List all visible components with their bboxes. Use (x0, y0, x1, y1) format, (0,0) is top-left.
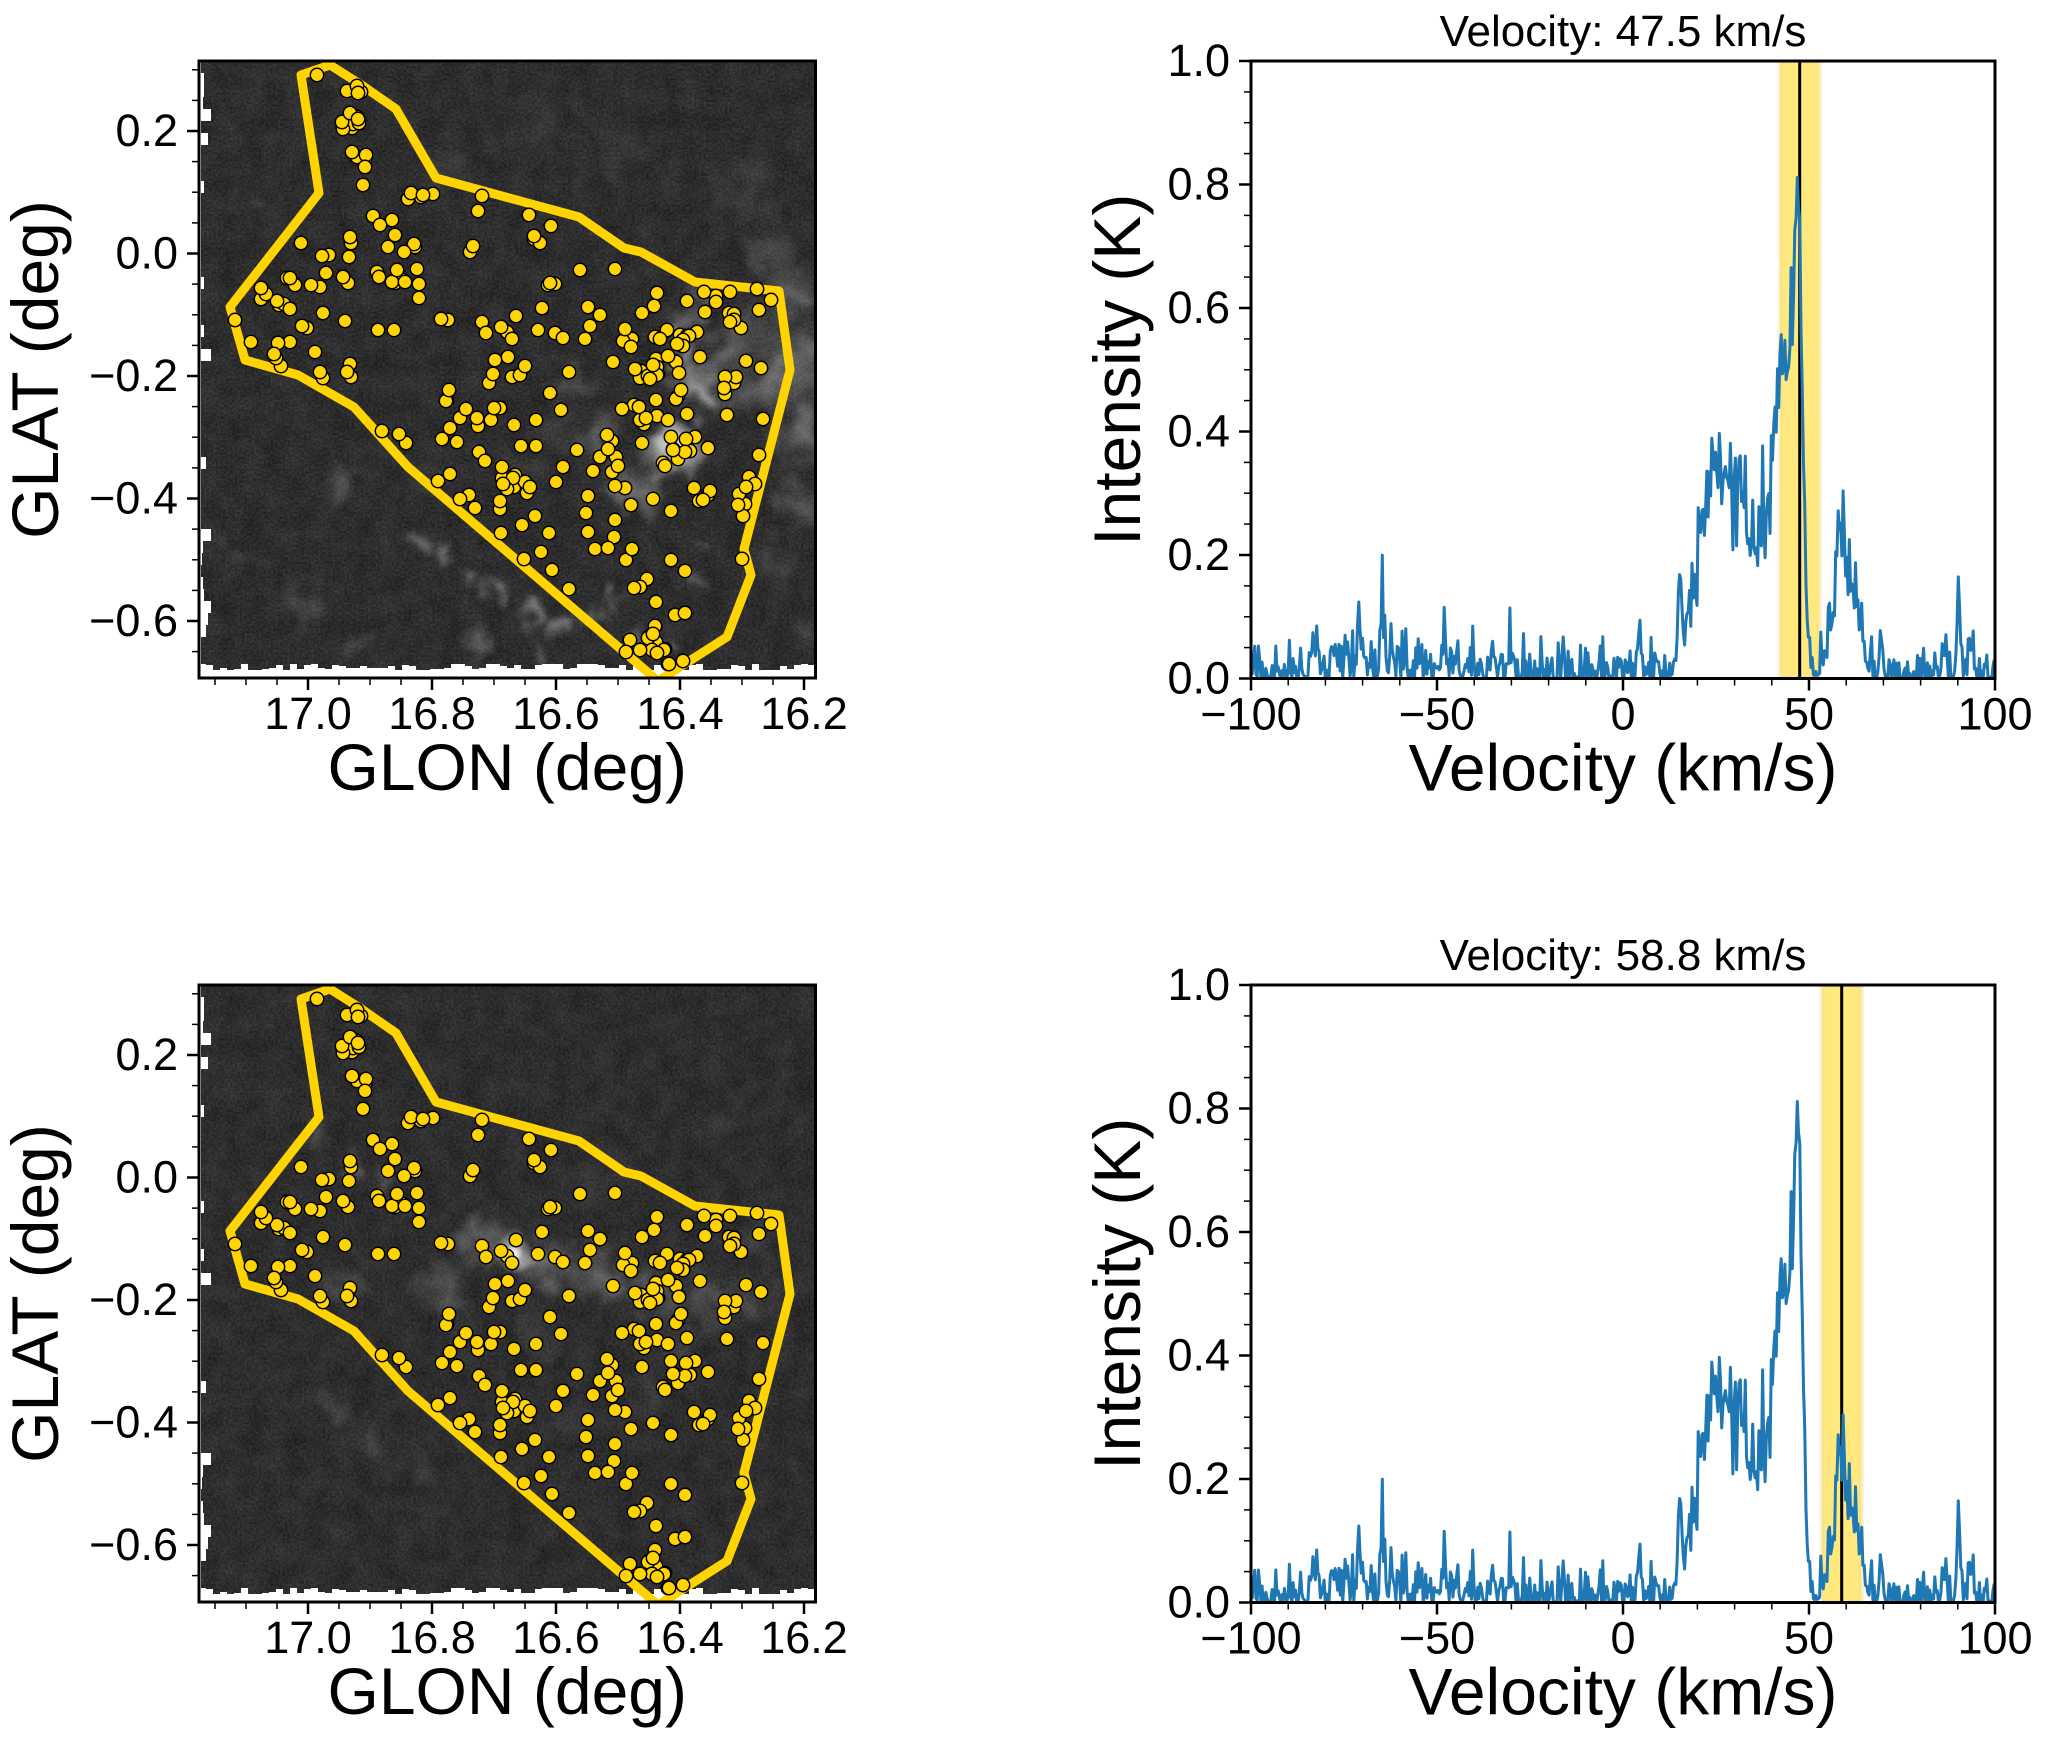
svg-text:0.8: 0.8 (1167, 159, 1230, 210)
svg-text:0: 0 (1610, 689, 1635, 740)
svg-text:Velocity: 47.5 km/s: Velocity: 47.5 km/s (1440, 7, 1807, 56)
svg-text:17.0: 17.0 (264, 688, 352, 739)
svg-text:0.0: 0.0 (1167, 1577, 1230, 1628)
svg-text:−0.4: −0.4 (89, 1397, 178, 1448)
svg-text:0.0: 0.0 (115, 228, 178, 279)
svg-text:0.0: 0.0 (115, 1152, 178, 1203)
svg-text:0.8: 0.8 (1167, 1083, 1230, 1134)
svg-text:16.4: 16.4 (636, 1612, 724, 1663)
svg-text:Intensity (K): Intensity (K) (1080, 1118, 1154, 1470)
svg-text:Velocity (km/s): Velocity (km/s) (1408, 1655, 1837, 1729)
svg-text:0.4: 0.4 (1167, 1330, 1230, 1381)
svg-text:GLAT (deg): GLAT (deg) (0, 200, 72, 539)
svg-text:16.6: 16.6 (512, 688, 600, 739)
svg-text:−100: −100 (1200, 1613, 1301, 1664)
svg-text:Intensity (K): Intensity (K) (1080, 194, 1154, 546)
svg-text:−0.2: −0.2 (89, 350, 178, 401)
svg-text:0.4: 0.4 (1167, 406, 1230, 457)
svg-text:100: 100 (1957, 689, 2032, 740)
svg-text:1.0: 1.0 (1167, 35, 1230, 86)
svg-text:−0.6: −0.6 (89, 1519, 178, 1570)
svg-text:Velocity: 58.8 km/s: Velocity: 58.8 km/s (1440, 931, 1807, 980)
svg-text:16.2: 16.2 (760, 688, 848, 739)
svg-text:−50: −50 (1399, 1613, 1475, 1664)
svg-text:0.2: 0.2 (1167, 529, 1230, 580)
svg-text:GLON (deg): GLON (deg) (328, 730, 687, 804)
svg-text:50: 50 (1784, 1613, 1834, 1664)
svg-text:0.2: 0.2 (115, 105, 178, 156)
svg-text:16.6: 16.6 (512, 1612, 600, 1663)
svg-text:Velocity (km/s): Velocity (km/s) (1408, 731, 1837, 805)
svg-text:GLON (deg): GLON (deg) (328, 1654, 687, 1728)
svg-text:17.0: 17.0 (264, 1612, 352, 1663)
svg-text:16.8: 16.8 (388, 1612, 476, 1663)
svg-text:1.0: 1.0 (1167, 959, 1230, 1010)
svg-text:−100: −100 (1200, 689, 1301, 740)
svg-text:−0.6: −0.6 (89, 595, 178, 646)
svg-text:16.2: 16.2 (760, 1612, 848, 1663)
svg-text:−50: −50 (1399, 689, 1475, 740)
svg-text:100: 100 (1957, 1613, 2032, 1664)
svg-text:0.6: 0.6 (1167, 1206, 1230, 1257)
svg-text:GLAT (deg): GLAT (deg) (0, 1124, 72, 1463)
svg-text:16.8: 16.8 (388, 688, 476, 739)
svg-text:16.4: 16.4 (636, 688, 724, 739)
svg-text:0: 0 (1610, 1613, 1635, 1664)
svg-text:0.2: 0.2 (115, 1029, 178, 1080)
svg-text:0.2: 0.2 (1167, 1453, 1230, 1504)
svg-text:0.6: 0.6 (1167, 282, 1230, 333)
svg-text:−0.2: −0.2 (89, 1274, 178, 1325)
svg-text:50: 50 (1784, 689, 1834, 740)
svg-text:−0.4: −0.4 (89, 473, 178, 524)
svg-text:0.0: 0.0 (1167, 653, 1230, 704)
